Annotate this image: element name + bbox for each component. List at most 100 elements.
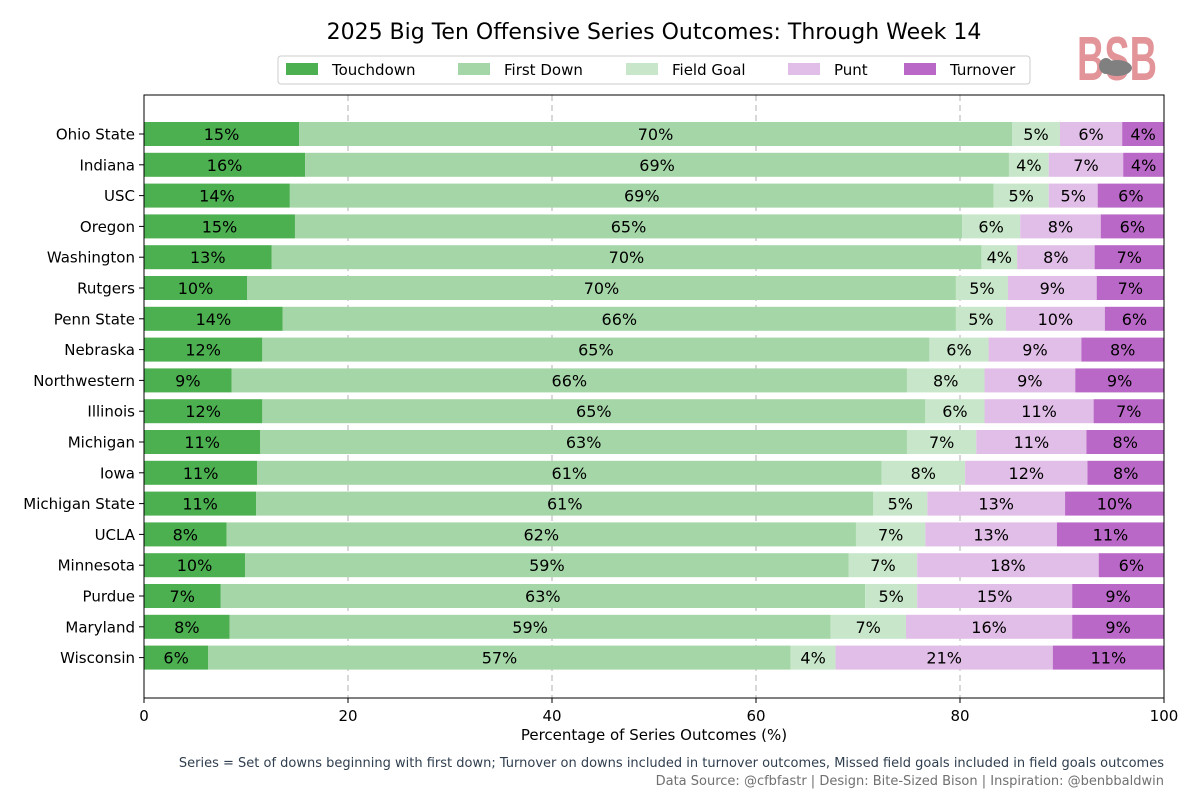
- y-tick-label: Northwestern: [33, 372, 135, 390]
- data-label: 12%: [185, 341, 221, 360]
- bar-segment-first-down: [257, 460, 882, 485]
- data-label: 21%: [926, 649, 962, 668]
- bar-segment-field-goal: [1008, 152, 1049, 177]
- bar-segment-turnover: [1100, 214, 1164, 239]
- data-label: 5%: [969, 279, 994, 298]
- bar-segment-first-down: [305, 152, 1009, 177]
- bar-segment-field-goal: [955, 276, 1008, 300]
- data-label: 63%: [566, 433, 602, 452]
- data-label: 11%: [183, 464, 219, 483]
- data-label: 8%: [1110, 341, 1135, 360]
- bar-segment-first-down: [289, 183, 994, 208]
- bar-row: Illinois 12% 65% 6% 11% 7%: [87, 399, 1164, 424]
- plot-frame: [143, 94, 1165, 699]
- data-label: 10%: [177, 556, 213, 575]
- y-tick-label: Maryland: [65, 618, 135, 636]
- data-label: 9%: [1105, 587, 1130, 606]
- data-label: 12%: [185, 402, 221, 421]
- data-label: 4%: [987, 248, 1012, 267]
- data-label: 6%: [1118, 187, 1143, 206]
- x-tick-label: 100: [1150, 707, 1179, 725]
- data-label: 69%: [624, 187, 660, 206]
- bar-segment-first-down: [220, 584, 866, 608]
- bar-segment-punt: [965, 460, 1088, 485]
- data-label: 14%: [199, 187, 235, 206]
- bar-segment-punt: [1020, 214, 1101, 239]
- data-label: 6%: [1119, 556, 1144, 575]
- data-label: 11%: [1093, 525, 1129, 544]
- footer-credits: Data Source: @cfbfastr | Design: Bite-Si…: [656, 774, 1164, 789]
- bar-segment-touchdown: [144, 214, 295, 239]
- bar-segment-turnover: [1052, 645, 1164, 670]
- legend-item: First Down: [458, 61, 583, 79]
- bar-segment-first-down: [282, 306, 956, 331]
- data-label: 4%: [1131, 156, 1156, 175]
- data-label: 7%: [870, 556, 895, 575]
- y-tick-label: Minnesota: [58, 557, 135, 575]
- data-label: 6%: [1122, 310, 1147, 329]
- bar-segment-turnover: [1072, 584, 1164, 608]
- data-label: 10%: [1038, 310, 1074, 329]
- y-tick-label: Purdue: [83, 588, 135, 606]
- bar-segment-touchdown: [144, 368, 232, 393]
- bar-row: Rutgers 10% 70% 5% 9% 7%: [77, 276, 1164, 300]
- data-label: 9%: [1017, 371, 1042, 390]
- legend-label: Punt: [834, 61, 868, 79]
- data-label: 10%: [178, 279, 214, 298]
- bar-segment-field-goal: [906, 430, 977, 454]
- data-label: 7%: [1116, 402, 1141, 421]
- bar-segment-punt: [1017, 245, 1095, 270]
- data-label: 5%: [878, 587, 903, 606]
- data-label: 65%: [576, 402, 612, 421]
- data-label: 13%: [978, 495, 1014, 514]
- data-label: 5%: [968, 310, 993, 329]
- data-label: 6%: [1120, 217, 1145, 236]
- bar-segment-first-down: [231, 368, 907, 393]
- bar-segment-turnover: [1123, 152, 1164, 177]
- bar-row: UCLA 8% 62% 7% 13% 11%: [95, 522, 1164, 547]
- y-tick-label: Ohio State: [56, 126, 135, 144]
- bar-segment-punt: [1007, 276, 1097, 300]
- data-label: 66%: [602, 310, 638, 329]
- bar-segment-field-goal: [925, 399, 985, 424]
- bar-segment-field-goal: [865, 584, 918, 608]
- bar-segment-turnover: [1075, 368, 1164, 393]
- data-label: 8%: [1043, 248, 1068, 267]
- data-label: 16%: [971, 618, 1007, 637]
- bar-segment-touchdown: [144, 183, 290, 208]
- bar-segment-punt: [984, 368, 1076, 393]
- legend-item: Turnover: [904, 61, 1016, 79]
- y-tick-label: UCLA: [95, 526, 136, 544]
- bar-row: Nebraska 12% 65% 6% 9% 8%: [64, 337, 1164, 362]
- bar-row: USC 14% 69% 5% 5% 6%: [104, 183, 1164, 208]
- bar-segment-turnover: [1098, 553, 1164, 578]
- bar-segment-field-goal: [1012, 122, 1060, 146]
- data-label: 5%: [1009, 187, 1034, 206]
- data-label: 13%: [190, 248, 226, 267]
- bar-segment-touchdown: [144, 399, 263, 424]
- legend-item: Field Goal: [626, 61, 746, 79]
- data-label: 7%: [1118, 279, 1143, 298]
- bar-segment-field-goal: [830, 614, 906, 639]
- bar-segment-touchdown: [144, 584, 221, 608]
- data-label: 9%: [1040, 279, 1065, 298]
- bar-segment-turnover: [1065, 491, 1164, 516]
- data-label: 7%: [856, 618, 881, 637]
- bar-segment-first-down: [229, 614, 831, 639]
- data-label: 15%: [977, 587, 1013, 606]
- data-label: 6%: [942, 402, 967, 421]
- data-label: 70%: [584, 279, 620, 298]
- bar-segment-first-down: [226, 522, 856, 547]
- bar-segment-punt: [1048, 152, 1124, 177]
- x-tick-label: 80: [950, 707, 969, 725]
- bar-row: Penn State 14% 66% 5% 10% 6%: [54, 306, 1164, 331]
- bar-segment-turnover: [1097, 183, 1164, 208]
- bar-segment-first-down: [262, 337, 930, 362]
- svg-text:BSB: BSB: [1077, 25, 1157, 94]
- bar-segment-touchdown: [144, 553, 245, 578]
- bar-segment-first-down: [262, 399, 926, 424]
- bar-segment-punt: [927, 491, 1066, 516]
- legend-swatch: [626, 63, 658, 75]
- data-label: 11%: [184, 433, 220, 452]
